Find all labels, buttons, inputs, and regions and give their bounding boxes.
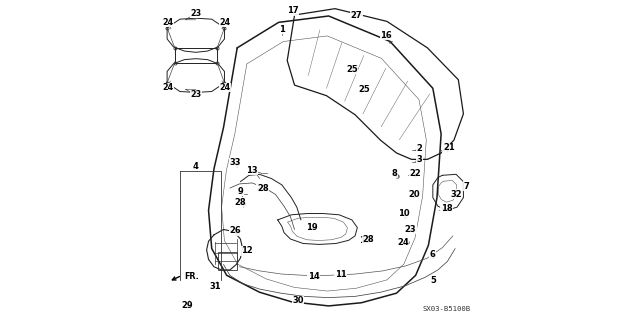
Text: 19: 19	[306, 223, 318, 232]
Text: 9: 9	[237, 187, 243, 196]
Text: 23: 23	[404, 225, 417, 234]
Text: 25: 25	[346, 65, 358, 74]
Text: 13: 13	[246, 166, 258, 175]
Text: 8: 8	[392, 169, 398, 178]
Text: 27: 27	[351, 11, 362, 20]
Text: 28: 28	[234, 197, 246, 206]
Text: 24: 24	[220, 83, 231, 92]
Text: 21: 21	[443, 143, 455, 152]
Text: 24: 24	[397, 238, 409, 247]
Text: 22: 22	[410, 169, 422, 178]
Text: 24: 24	[162, 83, 173, 92]
Text: 18: 18	[441, 204, 452, 213]
Text: 25: 25	[359, 85, 371, 94]
Text: 14: 14	[308, 272, 319, 281]
Text: 32: 32	[450, 190, 462, 199]
Text: 1: 1	[279, 25, 284, 34]
Text: 4: 4	[193, 162, 199, 171]
Text: 28: 28	[363, 235, 374, 244]
Text: 11: 11	[335, 269, 346, 279]
Text: 33: 33	[229, 158, 241, 167]
Text: FR.: FR.	[184, 272, 199, 281]
Text: 15: 15	[359, 236, 371, 245]
Text: 24: 24	[162, 18, 173, 27]
Text: 5: 5	[430, 276, 436, 285]
Text: 16: 16	[380, 31, 392, 40]
Text: 7: 7	[464, 182, 469, 191]
Text: 17: 17	[287, 6, 298, 15]
Text: 26: 26	[229, 226, 241, 235]
Text: 29: 29	[182, 301, 193, 310]
Text: 3: 3	[417, 155, 422, 164]
Text: 12: 12	[241, 246, 253, 255]
Text: 2: 2	[417, 144, 422, 153]
Text: 23: 23	[190, 90, 201, 99]
Text: 24: 24	[220, 18, 231, 27]
Text: 31: 31	[210, 282, 222, 291]
Text: 20: 20	[409, 190, 420, 199]
Text: SX03-B5100B: SX03-B5100B	[423, 306, 471, 312]
Text: 23: 23	[190, 9, 201, 18]
Text: 10: 10	[398, 209, 410, 218]
Text: 28: 28	[257, 184, 269, 193]
Text: 30: 30	[292, 296, 304, 305]
Text: 6: 6	[430, 251, 436, 260]
